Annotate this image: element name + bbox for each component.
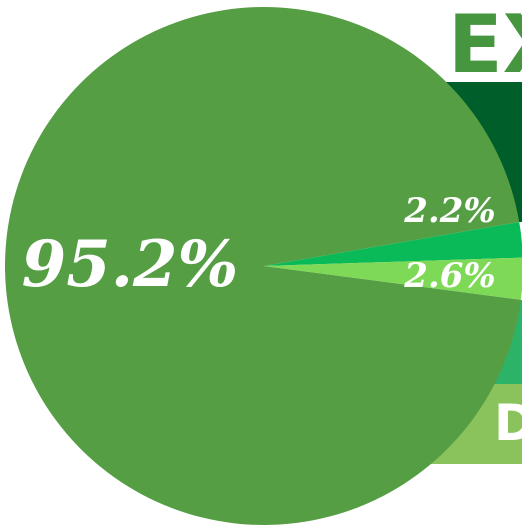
pie-slice-3 bbox=[264, 257, 522, 300]
chart-title: EX bbox=[448, 0, 522, 91]
slice-label-2: 2.2% bbox=[403, 191, 495, 231]
slice-label-3: 2.6% bbox=[403, 256, 495, 296]
slice-labels: 95.2% 2.2% 2.6% bbox=[22, 191, 496, 302]
pie-slice-2 bbox=[264, 222, 522, 266]
slice-label-1: 95.2% bbox=[22, 227, 239, 302]
legend-letter: D bbox=[494, 394, 522, 452]
pie-slice-1 bbox=[4, 7, 521, 526]
pie-slices bbox=[4, 7, 522, 526]
